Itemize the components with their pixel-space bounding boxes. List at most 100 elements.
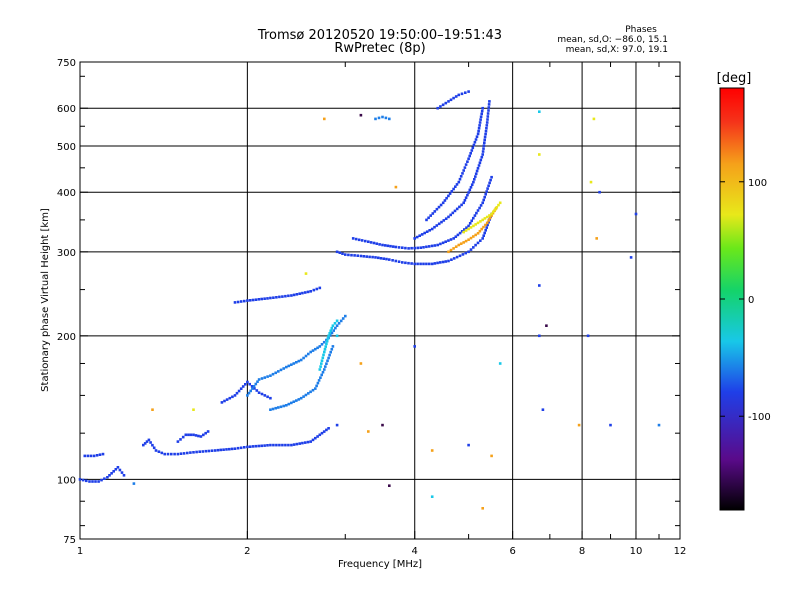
trace-point (381, 115, 384, 119)
trace-point (260, 392, 264, 396)
trace-point (330, 331, 334, 335)
trace-point (479, 158, 483, 162)
colorbar-label: [deg] (717, 71, 752, 86)
trace-point (295, 442, 299, 446)
trace-point (206, 430, 210, 433)
trace-point (455, 207, 459, 211)
trace-point (311, 388, 315, 392)
trace-point (378, 243, 381, 246)
y-tick-label: 100 (57, 475, 76, 486)
trace-point (271, 407, 275, 411)
trace-point (498, 201, 502, 205)
colorbar-tick-label: 0 (748, 295, 754, 306)
trace-point (462, 201, 465, 205)
trace-point (436, 261, 439, 265)
scatter-point (541, 408, 545, 411)
trace-point (486, 223, 489, 227)
trace-point (469, 248, 473, 251)
trace-point (182, 452, 186, 455)
trace-point (483, 217, 487, 220)
trace-point (319, 365, 322, 368)
trace-point (170, 452, 173, 456)
scatter-point (545, 324, 548, 327)
trace-point (478, 121, 482, 124)
trace-point (374, 256, 377, 259)
trace-point (452, 96, 455, 100)
trace-point (454, 185, 457, 188)
trace-point (253, 387, 256, 390)
trace-point (314, 387, 317, 390)
trace-point (315, 287, 319, 291)
trace-point (427, 245, 431, 248)
trace-point (439, 242, 442, 246)
trace-point (263, 376, 267, 379)
trace-point (326, 359, 329, 363)
trace-point (439, 203, 443, 207)
y-axis-label: Stationary phase Virtual Height [km] (40, 208, 51, 392)
trace-point (492, 210, 495, 214)
trace-point (239, 387, 243, 390)
trace-point (322, 353, 325, 357)
trace-point (108, 474, 111, 477)
trace-point (469, 152, 472, 155)
trace-point (468, 222, 472, 225)
trace-point (254, 382, 258, 386)
trace-point (194, 434, 198, 437)
trace-point (485, 221, 489, 225)
scatter-point (430, 449, 434, 452)
scatter-point (388, 484, 391, 487)
trace-point (324, 365, 327, 368)
trace-point (367, 240, 370, 243)
trace-point (360, 239, 364, 242)
trace-point (269, 374, 272, 377)
trace-point (287, 294, 290, 298)
trace-point (449, 98, 453, 102)
trace-point (456, 233, 460, 237)
trace-point (334, 326, 337, 330)
y-axis-ticks: 75 100 200 300 400 500 600 750 (57, 58, 680, 546)
trace-point (210, 449, 214, 452)
trace-point (228, 396, 232, 400)
trace-point (440, 220, 443, 224)
trace-point (173, 452, 176, 456)
trace-point (495, 206, 499, 209)
trace-point (485, 226, 488, 229)
trace-point (462, 230, 465, 234)
x-tick-label: 2 (244, 546, 250, 557)
scatter-point (589, 180, 593, 184)
trace-point (181, 435, 185, 439)
trace-point (477, 129, 480, 133)
trace-point (186, 451, 189, 455)
trace-point (439, 105, 442, 108)
trace-point (251, 387, 254, 390)
trace-point (351, 237, 355, 240)
trace-point (466, 160, 469, 163)
trace-point (486, 118, 489, 121)
trace-point (356, 254, 359, 257)
trace-point (486, 112, 490, 115)
trace-point (487, 184, 490, 188)
trace-point (292, 443, 296, 446)
trace-point (486, 115, 490, 118)
trace-point (318, 368, 322, 371)
trace-point (192, 433, 195, 437)
trace-point (462, 169, 465, 172)
trace-point (335, 324, 339, 327)
trace-point (246, 394, 249, 397)
trace-point (325, 339, 329, 343)
trace-point (275, 296, 278, 299)
trace-point (418, 234, 421, 237)
trace-point (467, 90, 470, 93)
trace-point (365, 255, 368, 258)
trace-point (299, 358, 303, 362)
trace-point (455, 183, 459, 186)
trace-point (401, 246, 404, 249)
trace-point (474, 175, 477, 178)
trace-point (311, 349, 315, 352)
trace-point (472, 235, 475, 238)
trace-point (437, 222, 441, 226)
trace-point (407, 261, 410, 265)
trace-point (480, 112, 483, 116)
trace-point (461, 172, 464, 175)
